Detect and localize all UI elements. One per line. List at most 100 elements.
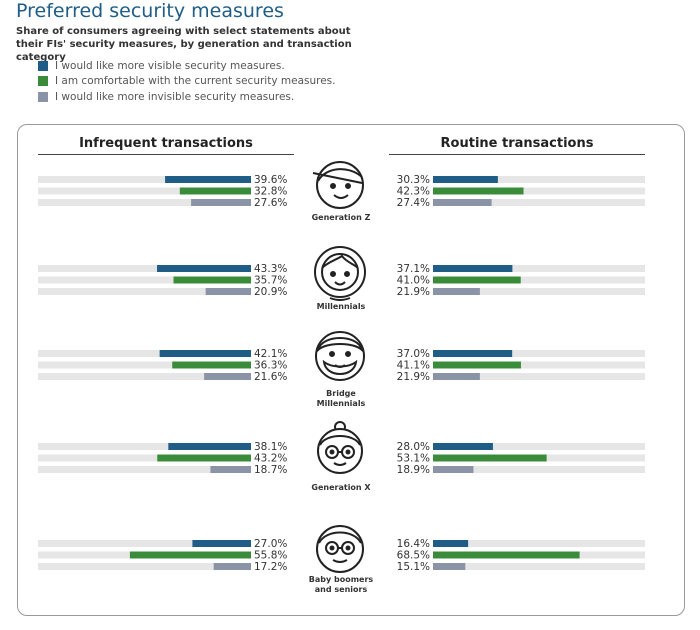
- bar-track-routine: [433, 563, 645, 570]
- data-label-infrequent-comfortable: 35.7%: [254, 275, 287, 287]
- bar-track-infrequent: [38, 288, 251, 295]
- bar-infrequent-comfortable: [179, 187, 251, 195]
- bar-track-routine: [433, 466, 645, 473]
- data-label-infrequent-visible: 39.6%: [254, 174, 287, 186]
- bar-routine-comfortable: [433, 551, 580, 559]
- gen-label-gen-z: Generation Z: [312, 213, 371, 222]
- bar-routine-comfortable: [433, 187, 524, 195]
- bar-routine-visible: [433, 443, 493, 450]
- bar-track-routine: [433, 443, 645, 450]
- bar-track-infrequent: [38, 187, 251, 195]
- bar-track-infrequent: [38, 373, 251, 380]
- bar-track-routine: [433, 276, 645, 284]
- data-label-infrequent-invisible: 21.6%: [254, 371, 287, 383]
- bar-track-infrequent: [38, 563, 251, 570]
- data-label-infrequent-invisible: 18.7%: [254, 464, 287, 476]
- bar-infrequent-visible: [157, 265, 251, 272]
- bar-routine-invisible: [433, 199, 492, 206]
- legend-item-invisible: I would like more invisible security mea…: [38, 89, 336, 105]
- bar-track-infrequent: [38, 199, 251, 206]
- bar-track-infrequent: [38, 276, 251, 284]
- panel-title-infrequent: Infrequent transactions: [38, 136, 294, 155]
- data-label-routine-invisible: 15.1%: [397, 561, 430, 573]
- bar-routine-comfortable: [433, 454, 547, 462]
- bar-infrequent-visible: [159, 350, 251, 357]
- data-label-infrequent-invisible: 27.6%: [254, 197, 287, 209]
- legend-item-comfortable: I am comfortable with the current securi…: [38, 74, 336, 90]
- data-label-infrequent-visible: 43.3%: [254, 263, 287, 275]
- bar-infrequent-visible: [165, 176, 251, 183]
- bar-track-infrequent: [38, 443, 251, 450]
- data-label-infrequent-comfortable: 36.3%: [254, 360, 287, 372]
- bar-track-infrequent: [38, 454, 251, 462]
- bar-routine-visible: [433, 350, 513, 357]
- bar-track-routine: [433, 540, 645, 547]
- faces-layer: [312, 161, 366, 573]
- bar-infrequent-invisible: [210, 466, 251, 473]
- bar-track-infrequent: [38, 361, 251, 369]
- gen-label-bridge-millennials: Bridge Millennials: [317, 389, 366, 408]
- bar-track-routine: [433, 199, 645, 206]
- millennial-face-icon: [314, 246, 366, 301]
- data-label-infrequent-visible: 27.0%: [254, 538, 287, 550]
- legend-swatch-comfortable: [38, 76, 48, 87]
- legend-label-invisible: I would like more invisible security mea…: [55, 90, 295, 103]
- bar-infrequent-visible: [192, 540, 251, 547]
- gen-z-face-icon: [312, 161, 364, 209]
- data-label-routine-visible: 28.0%: [397, 441, 430, 453]
- data-label-routine-invisible: 21.9%: [397, 371, 430, 383]
- data-label-routine-invisible: 18.9%: [397, 464, 430, 476]
- bar-track-infrequent: [38, 540, 251, 547]
- bar-track-routine: [433, 187, 645, 195]
- generation-labels: Generation Z Millennials Bridge Millennia…: [309, 213, 374, 594]
- data-label-infrequent-visible: 38.1%: [254, 441, 287, 453]
- data-label-infrequent-comfortable: 43.2%: [254, 453, 287, 465]
- bar-infrequent-invisible: [205, 288, 251, 295]
- bar-routine-invisible: [433, 466, 474, 473]
- data-label-infrequent-visible: 42.1%: [254, 348, 287, 360]
- bar-track-routine: [433, 350, 645, 357]
- bar-routine-invisible: [433, 563, 466, 570]
- gen-label-boomers: Baby boomers and seniors: [309, 575, 374, 594]
- chart-subtitle: Share of consumers agreeing with select …: [16, 26, 352, 63]
- data-label-routine-comfortable: 53.1%: [397, 453, 430, 465]
- bar-infrequent-visible: [168, 443, 251, 450]
- bar-infrequent-invisible: [213, 563, 251, 570]
- legend-item-visible: I would like more visible security measu…: [38, 58, 336, 74]
- legend-label-comfortable: I am comfortable with the current securi…: [55, 75, 336, 88]
- bar-track-infrequent: [38, 265, 251, 272]
- chart-panel: [17, 124, 685, 616]
- bar-track-infrequent: [38, 466, 251, 473]
- data-label-routine-invisible: 27.4%: [397, 197, 430, 209]
- legend-label-visible: I would like more visible security measu…: [55, 59, 285, 72]
- bar-track-routine: [433, 265, 645, 272]
- data-label-routine-visible: 16.4%: [397, 538, 430, 550]
- bar-infrequent-comfortable: [172, 361, 251, 369]
- data-label-infrequent-comfortable: 32.8%: [254, 186, 287, 198]
- bar-infrequent-comfortable: [157, 454, 251, 462]
- bar-infrequent-invisible: [191, 199, 251, 206]
- legend: I would like more visible security measu…: [38, 58, 336, 105]
- gen-label-millennials: Millennials: [317, 302, 366, 311]
- bar-routine-visible: [433, 540, 469, 547]
- bar-routine-invisible: [433, 288, 480, 295]
- data-label-routine-visible: 30.3%: [397, 174, 430, 186]
- legend-swatch-invisible: [38, 91, 48, 102]
- data-label-routine-invisible: 21.9%: [397, 286, 430, 298]
- bar-track-infrequent: [38, 176, 251, 183]
- gen-x-face-icon: [317, 421, 363, 474]
- data-label-routine-comfortable: 41.0%: [397, 275, 430, 287]
- bridge-millennial-face-icon: [315, 331, 365, 381]
- bar-routine-visible: [433, 176, 498, 183]
- boomer-face-icon: [316, 525, 364, 573]
- bar-infrequent-comfortable: [129, 551, 251, 559]
- gen-label-gen-x: Generation X: [311, 483, 371, 492]
- panel-title-routine: Routine transactions: [389, 136, 645, 155]
- data-label-infrequent-invisible: 17.2%: [254, 561, 287, 573]
- bar-track-routine: [433, 288, 645, 295]
- data-label-routine-visible: 37.0%: [397, 348, 430, 360]
- bar-routine-comfortable: [433, 276, 521, 284]
- data-label-infrequent-invisible: 20.9%: [254, 286, 287, 298]
- bars-layer: 39.6% 30.3% 32.8% 42.3% 27.6% 27.4% 43.3% 37.1%…: [38, 174, 645, 573]
